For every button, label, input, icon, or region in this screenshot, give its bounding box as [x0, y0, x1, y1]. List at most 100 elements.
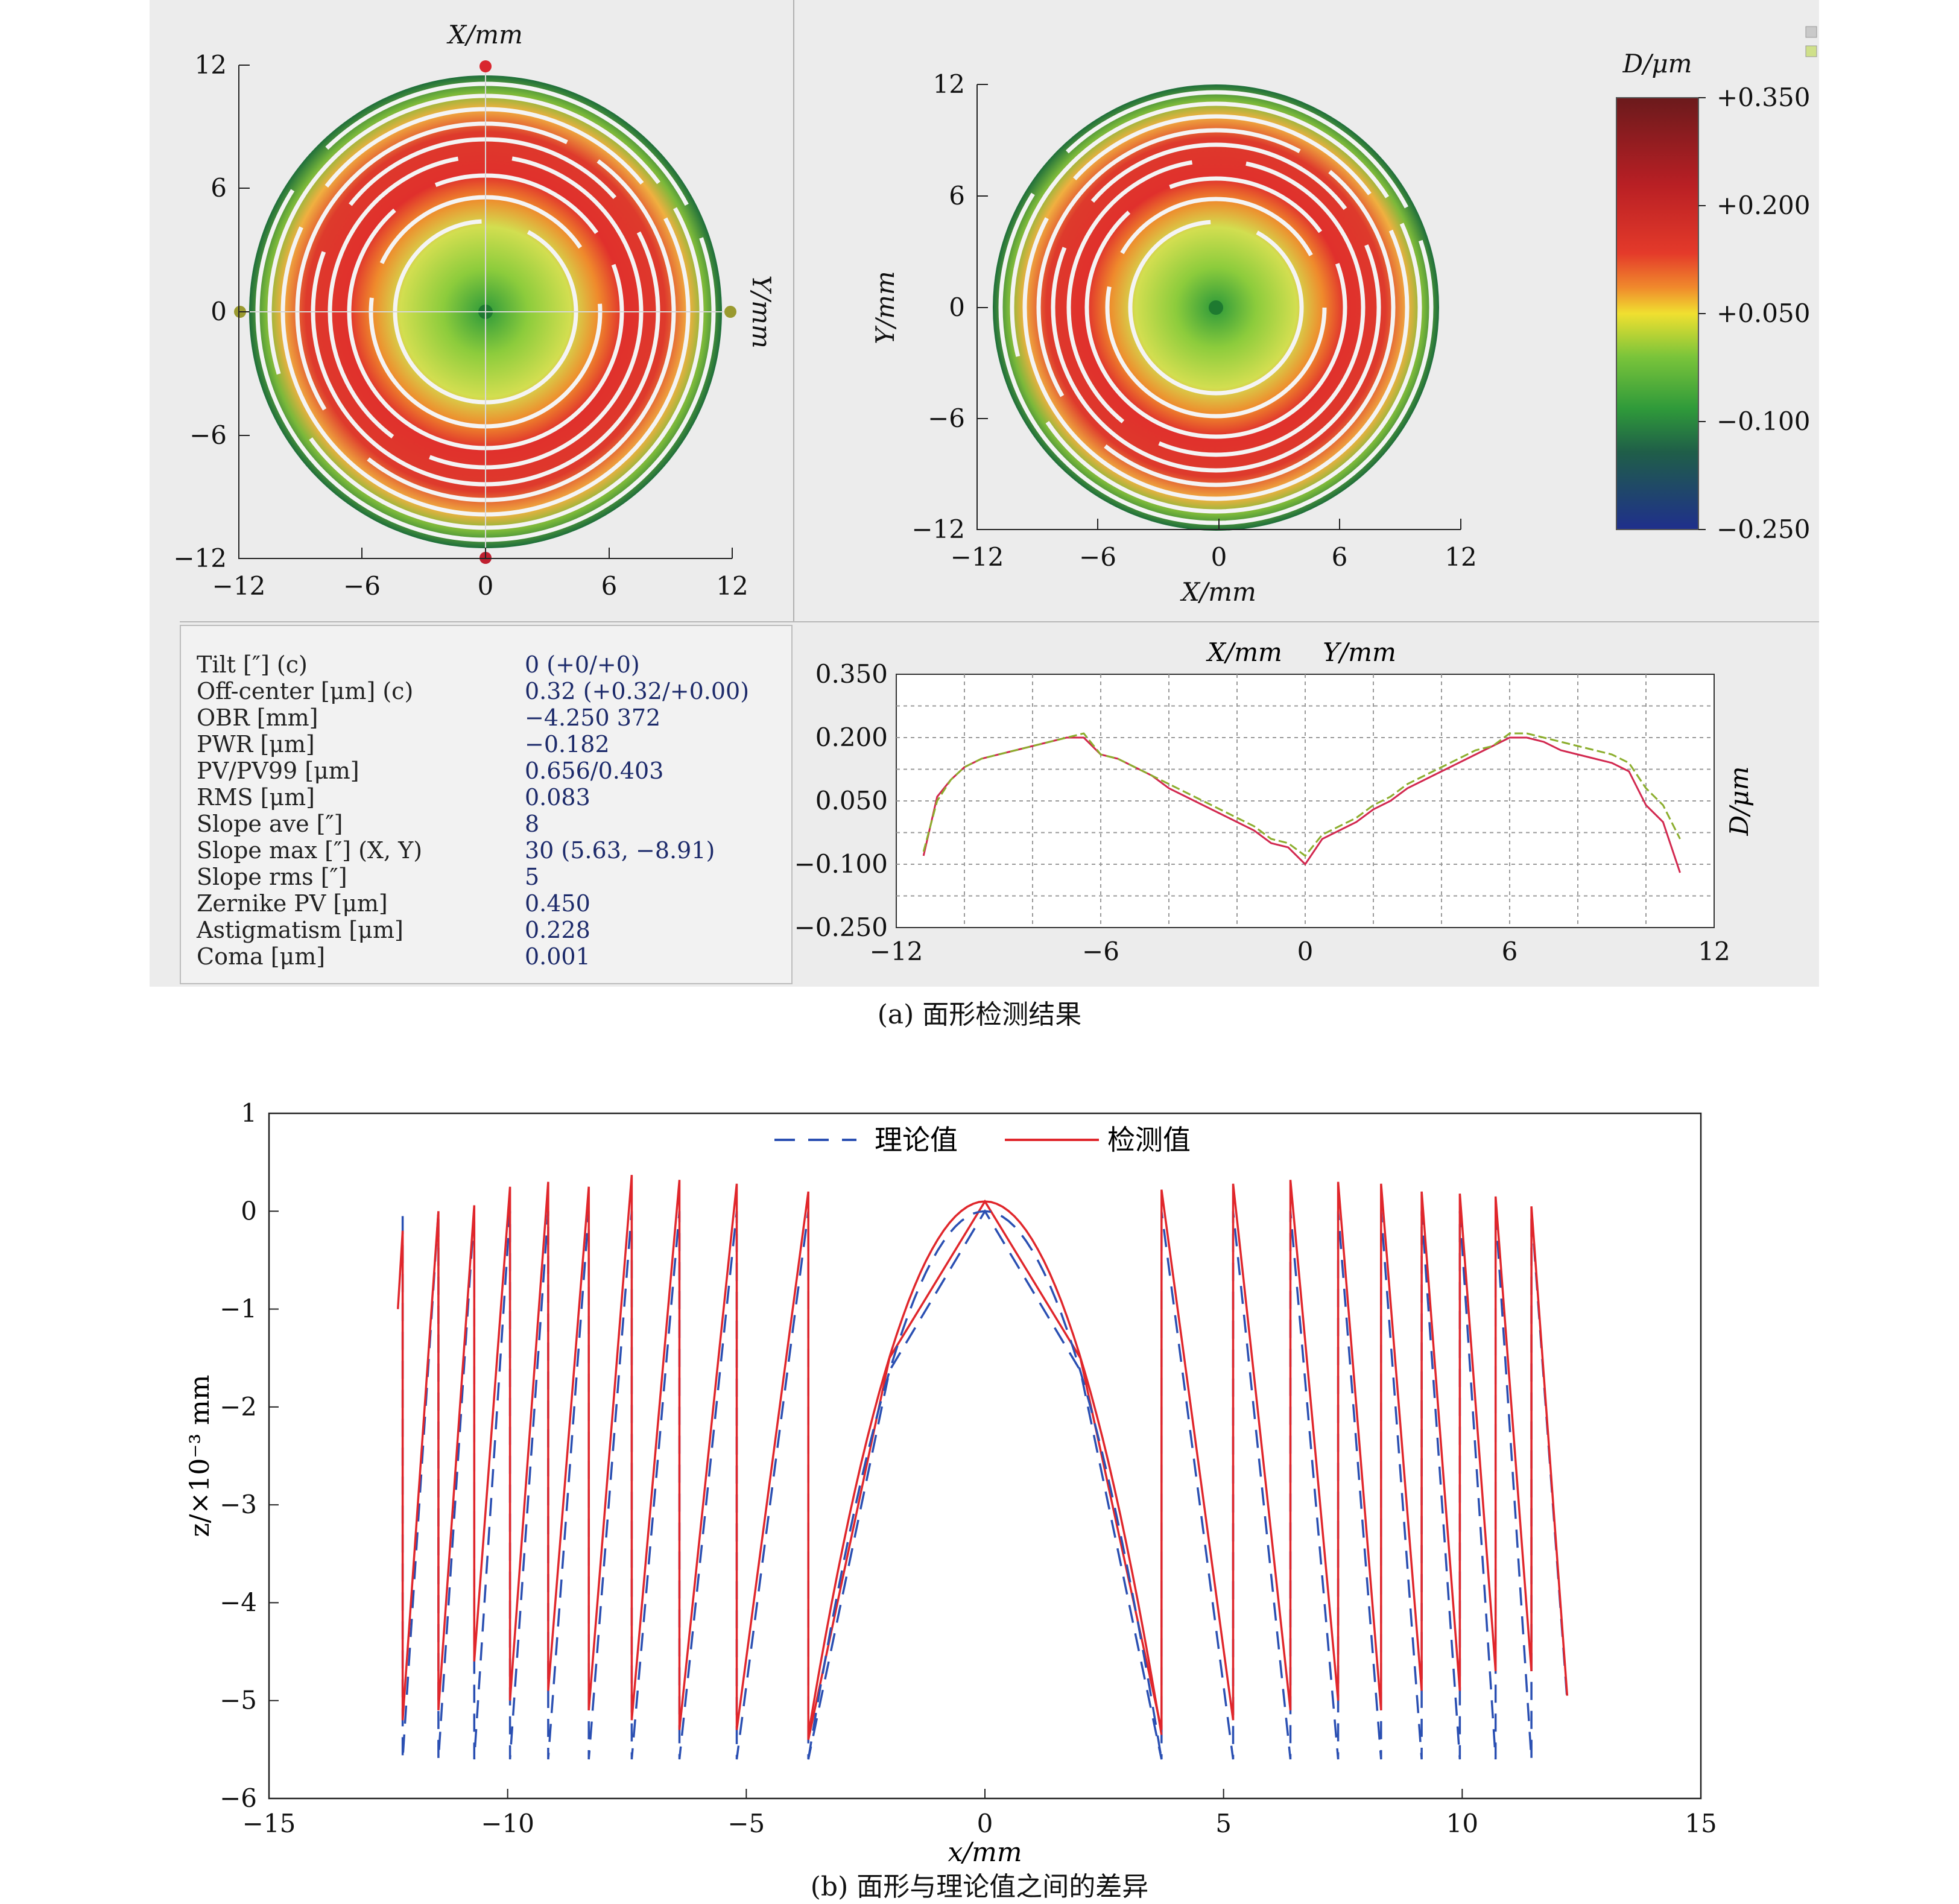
- stat-value-slope-max: 30 (5.63, −8.91): [525, 837, 715, 864]
- legend-measured-label: 检测值: [1107, 1124, 1191, 1156]
- window-icon-1[interactable]: [1805, 26, 1817, 38]
- left-map-xtick-1: −6: [343, 571, 381, 601]
- stat-value-obr: −4.250 372: [525, 704, 661, 731]
- profile-series: [922, 732, 1681, 873]
- profile-chart: 0.350 0.200 0.050 −0.100 −0.250−12 −6 0 6 12 X/m…: [795, 637, 1754, 966]
- stat-label-slope-ave: Slope ave [″]: [197, 811, 343, 837]
- stat-value-astigmatism: 0.228: [525, 917, 590, 943]
- profile-xtick: −12: [870, 937, 923, 966]
- profile-xtick: 6: [1502, 937, 1518, 966]
- left-map-ytick-1: 6: [210, 173, 227, 203]
- profile-xtick: −6: [1082, 937, 1119, 966]
- profile-ytick: 0.200: [815, 723, 888, 752]
- right-map-xtick-4: 12: [1445, 542, 1476, 572]
- difference-plot-area: [268, 1112, 1702, 1800]
- colorbar-title: D/μm: [1622, 49, 1692, 78]
- difference-xtick: −10: [481, 1809, 534, 1838]
- caption-a: (a) 面形检测结果: [877, 999, 1082, 1030]
- difference-series: [396, 1175, 1569, 1760]
- stat-value-coma: 0.001: [525, 943, 590, 970]
- difference-xlabel: x/mm: [948, 1837, 1022, 1868]
- stat-label-off-center: Off-center [μm] (c): [197, 678, 414, 704]
- panel-a-divider: [180, 621, 1819, 622]
- stat-label-coma: Coma [μm]: [197, 943, 326, 970]
- difference-xtick: 5: [1215, 1809, 1232, 1838]
- colorbar-tick-2: +0.050: [1717, 299, 1810, 328]
- right-map-ytick-0: 12: [933, 69, 965, 99]
- difference-ytick: −1: [220, 1294, 257, 1324]
- left-map-xtick-4: 12: [716, 571, 748, 601]
- measured-dome: [807, 1200, 1163, 1735]
- profile-ytick: −0.250: [795, 912, 888, 942]
- stat-value-pwr: −0.182: [525, 731, 610, 757]
- right-map-ylabel: Y/mm: [870, 271, 900, 344]
- left-map-xtick-0: −12: [212, 571, 266, 601]
- difference-ytick: −6: [220, 1783, 257, 1813]
- stat-value-tilt: 0 (+0/+0): [525, 651, 640, 678]
- stat-value-slope-rms: 5: [525, 864, 540, 890]
- stat-label-obr: OBR [mm]: [197, 704, 318, 731]
- right-marker-dot[interactable]: [724, 306, 736, 318]
- difference-xtick: 0: [977, 1809, 993, 1838]
- window-icon-2[interactable]: [1805, 45, 1817, 57]
- ring-gaps-right: [998, 90, 1434, 525]
- right-map-ytick-3: −6: [928, 403, 965, 433]
- profile-legend-y: Y/mm: [1323, 637, 1396, 667]
- right-map-ytick-4: −12: [911, 514, 965, 544]
- profile-ylabel: D/μm: [1724, 767, 1754, 837]
- left-map-xtick-2: 0: [478, 571, 494, 601]
- colorbar-tick-0: +0.350: [1717, 83, 1810, 112]
- difference-ytick: −3: [220, 1490, 257, 1519]
- right-map-xtick-1: −6: [1079, 542, 1116, 572]
- right-map-xtick-2: 0: [1211, 542, 1227, 572]
- left-map-right-label: Y/mm: [747, 275, 776, 349]
- profile-ticks: 0.350 0.200 0.050 −0.100 −0.250−12 −6 0 6 12: [795, 659, 1730, 966]
- stat-value-zernike-pv: 0.450: [525, 890, 590, 917]
- left-map-ytick-3: −6: [189, 420, 227, 450]
- stat-value-pv: 0.656/0.403: [525, 757, 664, 784]
- colorbar: [1616, 97, 1699, 530]
- profile-legend-x: X/mm: [1206, 637, 1282, 667]
- left-map-ytick-4: −12: [173, 543, 227, 573]
- difference-ytick: −4: [220, 1587, 257, 1617]
- legend-theory-label: 理论值: [875, 1124, 958, 1156]
- right-map-ytick-1: 6: [949, 181, 965, 210]
- difference-ytick: 0: [241, 1196, 257, 1226]
- stats-panel: Tilt [″] (c) 0 (+0/+0) Off-center [μm] (…: [180, 625, 793, 984]
- top-marker-dot[interactable]: [479, 60, 492, 72]
- difference-ticks: 10−1−2−3−4−5−6−15 −10 −5 0 5 10 15: [220, 1098, 1717, 1838]
- left-surface-map: 12 6 0 −6 −12 −12 −6 0 6 12 X/mm Y/mm: [173, 0, 794, 621]
- right-map-xtick-3: 6: [1332, 542, 1348, 572]
- difference-ytick: 1: [241, 1098, 257, 1128]
- stat-value-rms: 0.083: [525, 784, 590, 811]
- difference-xtick: 10: [1446, 1809, 1478, 1838]
- stat-label-astigmatism: Astigmatism [μm]: [197, 917, 404, 943]
- left-map-top-label: X/mm: [446, 20, 523, 49]
- right-map-xtick-0: −12: [951, 542, 1004, 572]
- stat-label-zernike-pv: Zernike PV [μm]: [197, 890, 388, 917]
- left-map-ytick-0: 12: [195, 50, 227, 80]
- colorbar-tick-1: +0.200: [1717, 191, 1810, 220]
- stat-label-tilt: Tilt [″] (c): [197, 651, 308, 678]
- stat-value-slope-ave: 8: [525, 811, 540, 837]
- center-mark-right: [1209, 300, 1223, 315]
- caption-b: (b) 面形与理论值之间的差异: [810, 1871, 1149, 1902]
- stat-label-slope-max: Slope max [″] (X, Y): [197, 837, 423, 864]
- stat-label-pwr: PWR [μm]: [197, 731, 315, 757]
- difference-ytick: −2: [220, 1392, 257, 1422]
- stat-label-rms: RMS [μm]: [197, 784, 315, 811]
- profile-xtick: 12: [1698, 937, 1730, 966]
- left-map-xtick-3: 6: [601, 571, 618, 601]
- right-map-xlabel: X/mm: [1180, 577, 1256, 607]
- profile-grid: [896, 674, 1714, 928]
- profile-xtick: 0: [1297, 937, 1314, 966]
- theory-dome: [807, 1210, 1163, 1760]
- right-map-axes: [976, 84, 1461, 530]
- stat-value-off-center: 0.32 (+0.32/+0.00): [525, 678, 750, 704]
- left-map-axes: [238, 65, 733, 559]
- profile-ytick: 0.350: [815, 659, 888, 689]
- colorbar-tick-4: −0.250: [1717, 514, 1810, 544]
- difference-xtick: −15: [242, 1809, 296, 1838]
- colorbar-tick-3: −0.100: [1717, 406, 1810, 436]
- difference-xtick: 15: [1685, 1809, 1717, 1838]
